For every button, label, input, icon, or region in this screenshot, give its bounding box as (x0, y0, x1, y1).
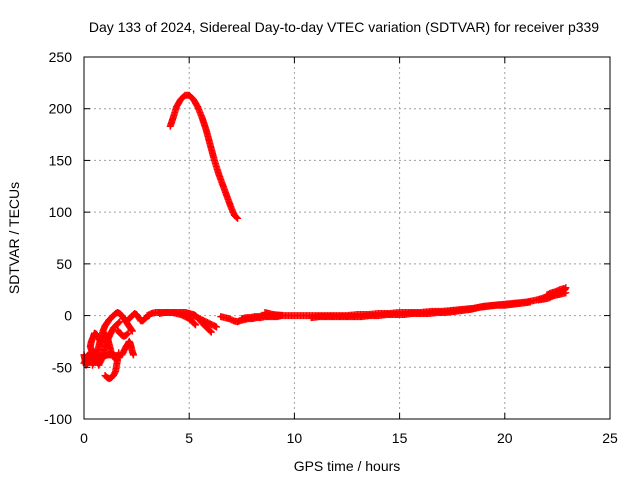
data-point (129, 351, 137, 359)
grid (84, 57, 610, 419)
data-point (190, 320, 198, 328)
data-point (213, 323, 221, 331)
axis-ticks (83, 56, 611, 420)
data-point (560, 285, 568, 293)
y-tick-label: 100 (49, 204, 73, 220)
x-tick-label: 10 (287, 430, 303, 446)
data-point (206, 327, 214, 335)
data-point (128, 327, 136, 335)
data-point (128, 326, 136, 334)
x-tick-label: 5 (185, 430, 193, 446)
y-tick-label: 0 (64, 308, 72, 324)
data-point (526, 298, 534, 306)
data-point (116, 318, 124, 326)
x-tick-label: 25 (602, 430, 618, 446)
x-tick-label: 0 (80, 430, 88, 446)
plot-frame (83, 56, 611, 420)
series-arc-mid-2 (156, 308, 200, 329)
y-axis-label: SDTVAR / TECUs (6, 182, 22, 294)
data-point (123, 330, 131, 338)
y-tick-label: -100 (44, 411, 72, 427)
x-tick-label: 20 (497, 430, 513, 446)
data-point (233, 213, 241, 221)
x-tick-label: 15 (392, 430, 408, 446)
x-axis-label: GPS time / hours (294, 458, 401, 474)
y-tick-label: 250 (49, 49, 73, 65)
chart-title: Day 133 of 2024, Sidereal Day-to-day VTE… (89, 19, 599, 35)
series-arc-low-7 (114, 326, 132, 340)
series-arc-end-2 (543, 285, 568, 299)
data-point (234, 214, 242, 222)
series-arc-track-3 (450, 298, 534, 315)
data-point (207, 328, 215, 336)
tick-labels: 0 5 10 15 20 25 -100 -50 0 50 100 150 200 250 (44, 49, 618, 446)
data-points (80, 91, 570, 383)
y-tick-label: -50 (52, 359, 72, 375)
data-point (192, 321, 200, 329)
series-arc-track-2 (307, 307, 458, 322)
series-arc-low-6 (118, 337, 137, 359)
y-tick-label: 50 (56, 256, 72, 272)
series-arc-mid-3 (181, 308, 221, 331)
series-arc-low-5 (101, 349, 123, 383)
data-point (115, 319, 123, 327)
y-tick-label: 150 (49, 152, 73, 168)
y-tick-label: 200 (49, 101, 73, 117)
series-arc-high (166, 91, 242, 222)
data-point (124, 329, 132, 337)
